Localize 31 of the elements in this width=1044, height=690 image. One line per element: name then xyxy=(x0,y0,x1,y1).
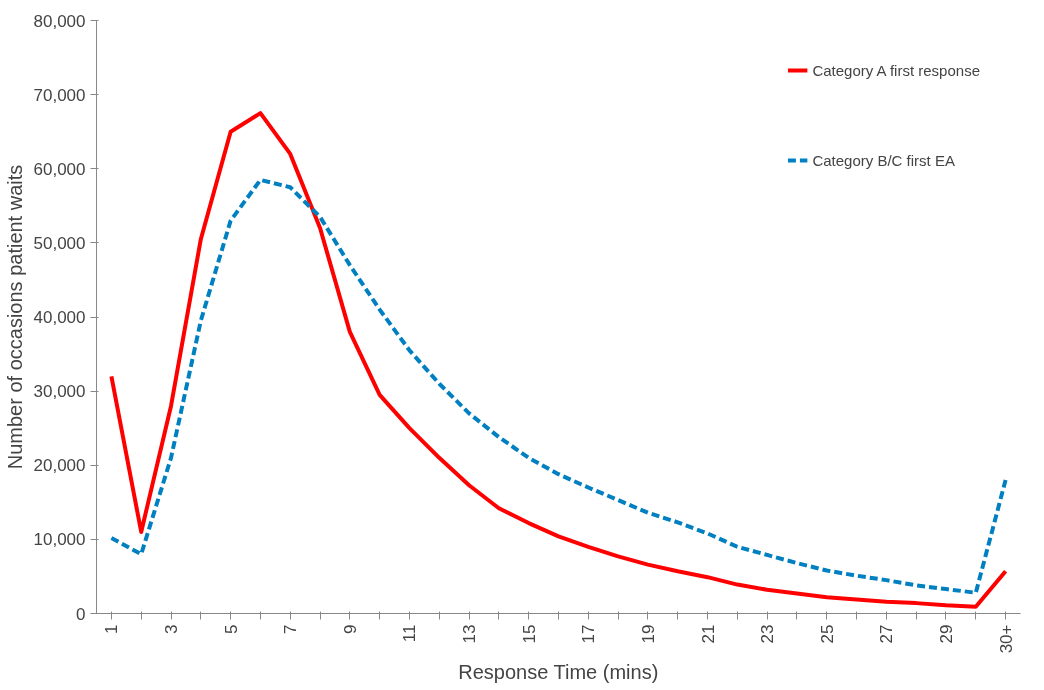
y-tick-label: 60,000 xyxy=(33,159,86,179)
legend-label: Category A first response xyxy=(812,61,980,79)
y-tick-label: 70,000 xyxy=(33,85,86,105)
x-tick-label: 29 xyxy=(936,624,956,644)
y-tick-label: 40,000 xyxy=(33,308,86,327)
y-tick-label: 0 xyxy=(76,604,86,624)
x-tick-label: 13 xyxy=(460,624,480,644)
x-tick-label: 19 xyxy=(638,624,658,644)
x-tick-label: 9 xyxy=(340,624,360,634)
x-tick-label: 7 xyxy=(281,624,301,634)
x-tick-label: 5 xyxy=(221,624,241,634)
y-tick-label: 10,000 xyxy=(33,530,86,550)
x-tick-label: 1 xyxy=(102,624,122,634)
line-series xyxy=(109,111,1008,609)
x-tick-label: 27 xyxy=(877,624,897,644)
x-tick-label: 30+ xyxy=(996,624,1016,654)
x-tick-label: 15 xyxy=(519,624,539,644)
y-tick-label: 50,000 xyxy=(33,233,86,253)
x-axis-title: Response Time (mins) xyxy=(458,661,659,684)
y-tick-label: 30,000 xyxy=(33,382,86,402)
y-tick-label: 80,000 xyxy=(33,11,86,31)
x-tick-label: 21 xyxy=(698,624,718,644)
x-tick-label: 25 xyxy=(817,624,837,644)
x-tick-label: 3 xyxy=(162,624,182,634)
y-tick-label: 20,000 xyxy=(33,456,86,476)
line-series xyxy=(109,177,1008,595)
x-tick-label: 17 xyxy=(579,624,599,644)
y-axis-title: Number of occasions patient waits xyxy=(3,164,26,470)
x-tick-label: 23 xyxy=(758,624,778,644)
x-tick-label: 11 xyxy=(400,624,420,643)
legend-label: Category B/C first EA xyxy=(812,151,955,169)
